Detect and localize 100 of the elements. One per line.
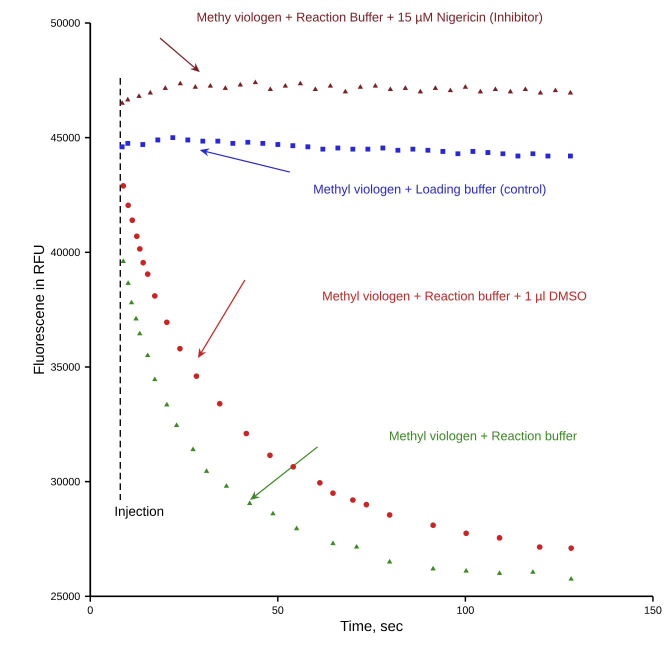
point [145, 352, 150, 358]
point [470, 149, 476, 154]
point [126, 280, 131, 285]
point [144, 271, 150, 277]
point [388, 86, 393, 92]
point [418, 88, 423, 94]
point [320, 146, 326, 152]
y-tick-label: 30000 [50, 478, 80, 486]
point [342, 88, 348, 94]
x-tick-label: 50 [272, 606, 284, 614]
point [134, 316, 138, 320]
point [364, 502, 370, 508]
point [402, 86, 408, 90]
y-tick-label: 40000 [50, 248, 80, 256]
point [129, 300, 134, 304]
point [140, 260, 146, 266]
y-tick-label: 50000 [50, 19, 80, 27]
point [430, 522, 436, 528]
point [148, 90, 153, 94]
point [170, 135, 176, 140]
point [546, 154, 550, 158]
point [164, 319, 170, 326]
point [328, 83, 333, 88]
point [134, 233, 140, 240]
point [312, 86, 318, 92]
point [120, 100, 125, 105]
point [568, 154, 573, 158]
text: Methyl viologen + Loading buffer (control) [314, 184, 546, 196]
x-tick-label: 100 [457, 606, 474, 614]
y-tick-label: 45000 [50, 134, 80, 142]
point [215, 138, 220, 144]
point [330, 490, 336, 496]
point [222, 86, 228, 90]
point [350, 146, 356, 152]
point [190, 446, 196, 452]
point [208, 83, 213, 88]
point [294, 526, 300, 530]
ref-line-label: Injection [116, 506, 164, 519]
point [430, 566, 436, 570]
point [508, 88, 513, 94]
point [500, 151, 506, 156]
point [204, 468, 210, 473]
point [478, 88, 483, 94]
point [275, 142, 280, 147]
point [155, 138, 160, 142]
point [162, 86, 168, 90]
point [492, 86, 498, 92]
point [125, 97, 130, 102]
point [194, 373, 200, 379]
point [448, 88, 453, 92]
point [372, 83, 378, 88]
point [464, 568, 469, 573]
point [177, 346, 183, 352]
point [298, 80, 303, 86]
point [568, 545, 574, 551]
point [568, 576, 574, 581]
point [380, 146, 386, 150]
point [365, 146, 370, 152]
point [137, 330, 142, 336]
point [125, 140, 130, 146]
point [522, 86, 528, 92]
point [536, 544, 542, 550]
point [174, 422, 180, 428]
point [120, 258, 126, 264]
point [152, 376, 158, 382]
point [530, 151, 536, 156]
point [140, 142, 146, 147]
x-tick-label: 0 [88, 606, 93, 614]
point [387, 559, 392, 564]
point [136, 246, 143, 252]
point [568, 90, 573, 94]
point [185, 138, 190, 142]
text: Methyl viologen + Reaction buffer + 1 µl DMSO [323, 291, 586, 303]
point [463, 530, 469, 536]
point [120, 144, 125, 150]
point [270, 510, 276, 516]
point [462, 84, 468, 89]
point [136, 94, 142, 98]
point [267, 452, 273, 458]
point [192, 84, 198, 89]
point [129, 217, 136, 224]
point [317, 480, 323, 486]
point [290, 464, 296, 470]
point [164, 402, 170, 406]
point [290, 143, 296, 148]
x-tick-label: 150 [644, 606, 662, 614]
point [358, 84, 363, 89]
point [178, 80, 183, 86]
point [282, 83, 288, 88]
point [395, 148, 400, 153]
point [238, 82, 243, 86]
point [120, 183, 126, 189]
point [350, 497, 356, 503]
y-axis-title: Fluorescene in RFU [33, 246, 44, 374]
point [244, 430, 250, 436]
point [260, 140, 266, 146]
point [410, 146, 416, 152]
point [386, 512, 392, 518]
point [455, 151, 460, 156]
point [497, 570, 502, 575]
